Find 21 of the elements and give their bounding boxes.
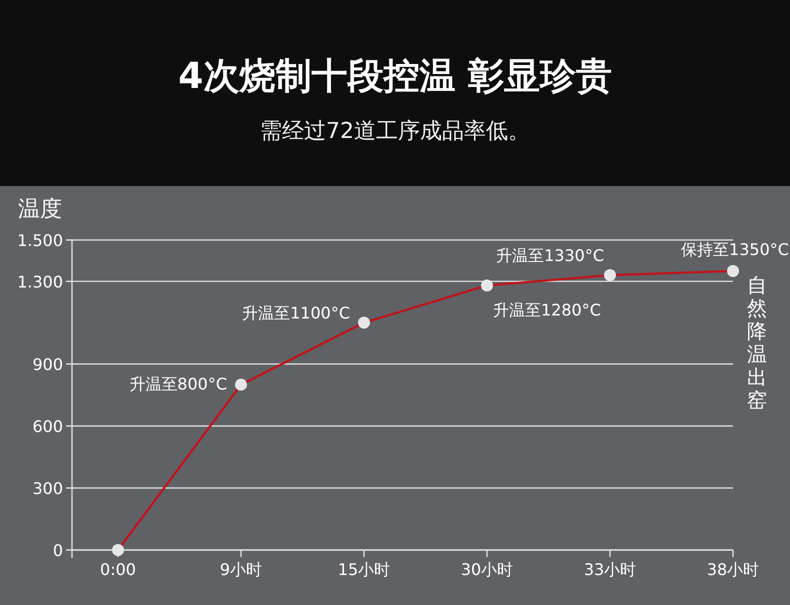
chart-subtitle: 需经过72道工序成品率低。 [260, 119, 530, 144]
x-tick-label: 33小时 [584, 560, 636, 579]
y-tick-label: 300 [32, 479, 63, 498]
y-tick-label: 1.300 [17, 272, 63, 292]
annotation: 升温至1330°C [496, 246, 604, 266]
x-tick-label: 0:00 [100, 560, 136, 579]
annotation: 升温至800°C [129, 374, 227, 394]
text: 自然降温出窑 [747, 273, 767, 412]
y-axis-title: 温度 [18, 197, 62, 222]
y-tick-label: 600 [32, 417, 63, 436]
chart-title: 4次烧制十段控温 彰显珍贵 [178, 56, 612, 97]
x-tick-label: 9小时 [220, 560, 262, 579]
annotation: 升温至1100°C [242, 304, 350, 323]
x-tick-label: 15小时 [338, 560, 390, 579]
y-tick-label: 0 [52, 541, 63, 560]
x-tick-label: 30小时 [460, 560, 514, 579]
x-tick-label: 38小时 [706, 560, 760, 579]
y-tick-label: 900 [32, 355, 63, 374]
annotation: 升温至1280°C [493, 300, 601, 320]
y-tick-label: 1.500 [17, 231, 63, 250]
annotation: 保持至1350°C [681, 240, 789, 259]
